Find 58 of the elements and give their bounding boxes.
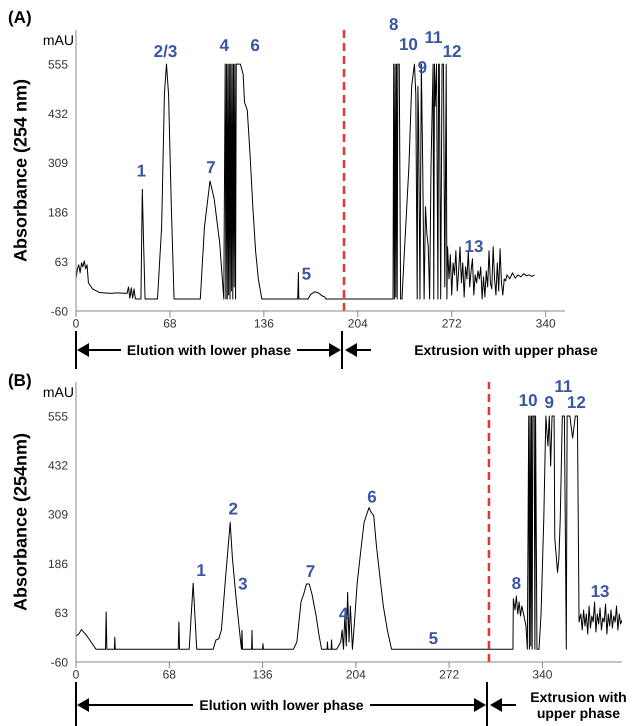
annotation: 11 bbox=[424, 28, 442, 48]
annotation: 7 bbox=[206, 158, 216, 177]
annotation: 10 bbox=[518, 391, 538, 410]
x-tick-label: 68 bbox=[163, 316, 177, 331]
x-tick-label: 0 bbox=[72, 316, 80, 331]
y-tick-label: 63 bbox=[54, 254, 68, 269]
annotation: 2/3 bbox=[154, 42, 178, 62]
x-tick-label: 68 bbox=[162, 668, 176, 682]
text: mAU bbox=[42, 384, 74, 400]
y-tick-label: 432 bbox=[48, 106, 68, 121]
annotation: 12 bbox=[442, 42, 462, 62]
y-tick-label: 63 bbox=[54, 606, 68, 620]
text: Extrusion with upper phase bbox=[413, 342, 599, 358]
text: mAU bbox=[42, 32, 74, 48]
text: Elution with lower phase bbox=[198, 697, 365, 713]
annotation: 1 bbox=[196, 561, 206, 580]
annotation: 8 bbox=[512, 574, 522, 593]
chart-title: (A) bbox=[8, 8, 32, 28]
annotation: 6 bbox=[250, 36, 260, 56]
line-series bbox=[76, 416, 622, 650]
x-tick-label: 204 bbox=[346, 668, 366, 682]
annotation: 5 bbox=[428, 629, 438, 648]
y-tick-label: 186 bbox=[48, 206, 68, 220]
annotation: 9 bbox=[544, 393, 554, 412]
x-tick-label: 204 bbox=[348, 316, 368, 331]
chart-title: (B) bbox=[8, 371, 32, 391]
y-tick-label: 186 bbox=[48, 556, 68, 571]
annotation: 7 bbox=[306, 562, 316, 581]
x-tick-label: 340 bbox=[536, 316, 556, 331]
y-tick-label: 309 bbox=[48, 156, 68, 170]
x-tick-label: 340 bbox=[532, 668, 553, 682]
x-tick-label: 272 bbox=[439, 668, 460, 682]
text: Extrusion with upper phase bbox=[529, 689, 628, 721]
x-tick-label: 272 bbox=[442, 316, 462, 331]
y-tick-label: -60 bbox=[50, 304, 68, 318]
y-tick-label: 555 bbox=[48, 409, 68, 424]
annotation: 13 bbox=[464, 236, 484, 256]
x-tick-label: 136 bbox=[252, 668, 273, 682]
x-tick-label: 136 bbox=[254, 316, 274, 331]
x-tick-label: 0 bbox=[72, 668, 80, 682]
annotation: 12 bbox=[566, 393, 586, 412]
y-axis-title: Absorbance (254nm) bbox=[10, 432, 30, 612]
annotation: 5 bbox=[302, 264, 312, 284]
annotation: 8 bbox=[388, 15, 398, 34]
annotation: 10 bbox=[398, 35, 418, 54]
y-tick-label: 555 bbox=[48, 57, 68, 72]
annotation: 11 bbox=[554, 377, 572, 396]
y-tick-label: 309 bbox=[48, 508, 68, 522]
y-tick-label: -60 bbox=[50, 655, 68, 670]
annotation: 3 bbox=[238, 574, 248, 594]
annotation: 2 bbox=[228, 499, 238, 518]
text: Elution with lower phase bbox=[126, 342, 292, 358]
y-axis-title: Absorbance (254 nm) bbox=[10, 78, 30, 262]
annotation: 4 bbox=[219, 36, 230, 56]
annotation: 6 bbox=[367, 488, 377, 507]
annotation: 1 bbox=[136, 161, 146, 180]
annotation: 13 bbox=[590, 582, 610, 601]
y-tick-label: 432 bbox=[48, 458, 68, 472]
